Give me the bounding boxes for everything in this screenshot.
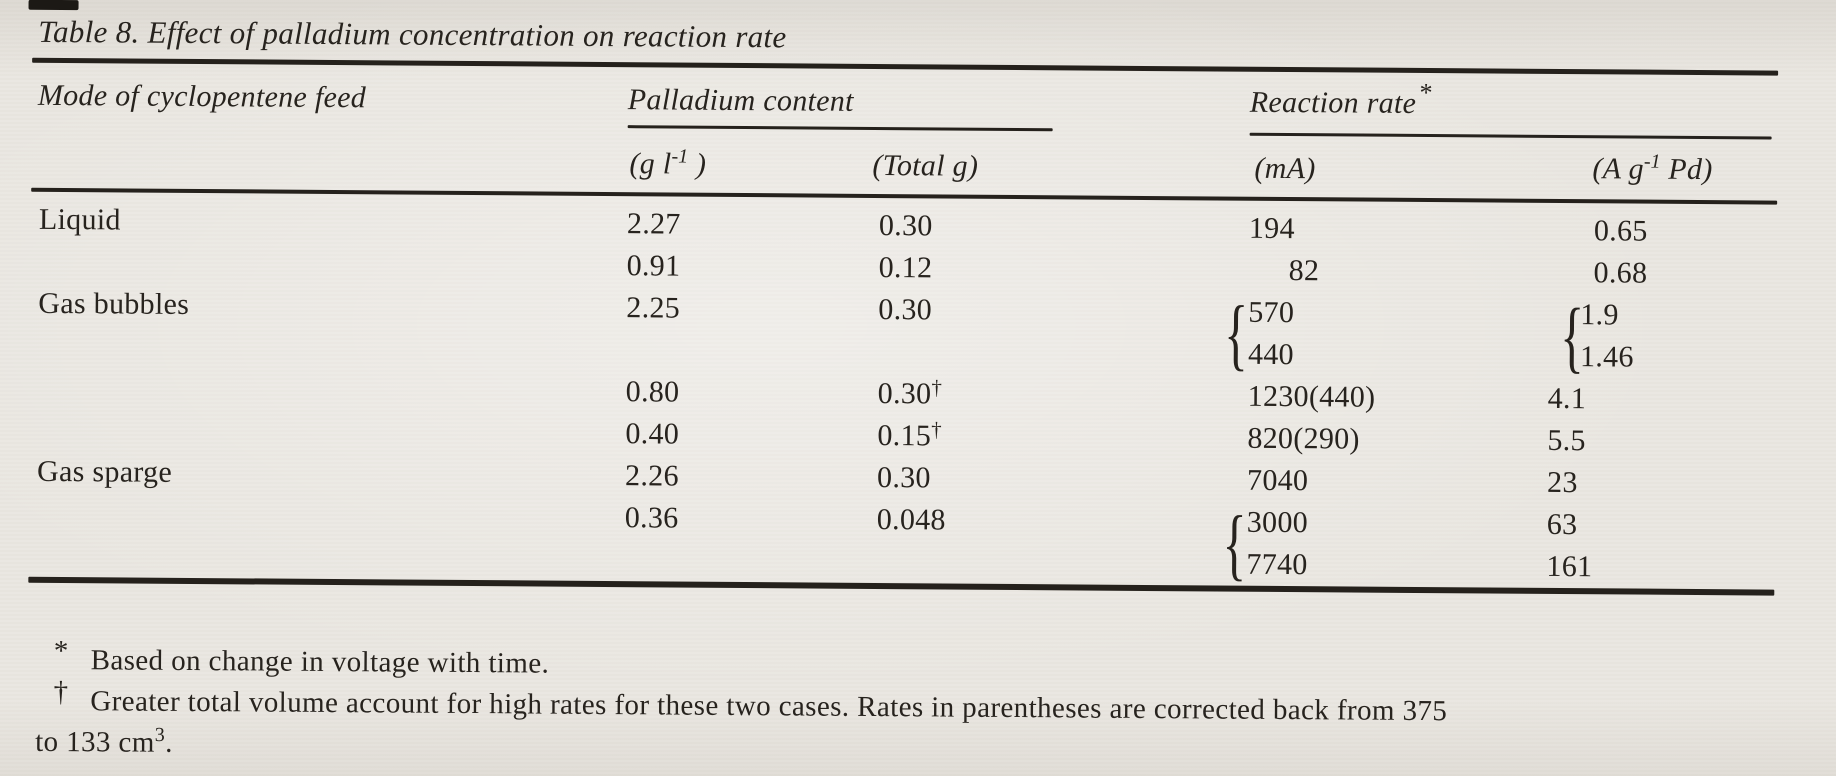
cell-rate-ma: 194	[1248, 211, 1295, 246]
cell-total-g: 0.048	[876, 502, 946, 537]
cell-g-per-l: 0.36	[624, 501, 679, 535]
footnote-dagger-line1: Greater total volume account for high ra…	[90, 685, 1448, 728]
rule-palladium-group	[627, 125, 1053, 132]
cell-mode: Gas bubbles	[38, 286, 190, 321]
cell-total-g: 0.30†	[877, 375, 943, 411]
cell-rate-a-per-g-pd: 4.1	[1547, 381, 1587, 416]
column-group-palladium-content: Palladium content	[627, 83, 854, 118]
superscript-exponent: 3	[154, 724, 166, 747]
cell-rate-ma: 7040	[1246, 463, 1309, 498]
cell-mode	[37, 409, 625, 455]
cell-g-per-l: 2.27	[626, 207, 681, 241]
unit-header-total-g: (Total g)	[872, 148, 979, 183]
cell-rate-a-per-g-pd: 0.65	[1593, 214, 1648, 248]
rule-top	[32, 57, 1779, 76]
cell-mode	[38, 325, 626, 371]
cell-rate-ma: 570{	[1223, 290, 1295, 379]
cell-total-g: 0.30	[876, 461, 931, 495]
cell-total-g: 0.12	[878, 251, 933, 285]
cell-g-per-l	[624, 539, 876, 583]
cell-rate-a-per-g-pd: 0.68	[1593, 256, 1648, 290]
cell-rate-a-per-g-pd: 23	[1546, 465, 1578, 500]
cell-rate-ma: 1230(440)	[1247, 379, 1376, 414]
cell-total-g: 0.15†	[877, 417, 943, 453]
cell-rate-a-per-g-pd: 1.46	[1579, 340, 1634, 374]
cell-mode	[39, 241, 627, 287]
unit-header-ma: (mA)	[1254, 151, 1316, 186]
unit-header-a-per-g-pd: (A g-1 Pd)	[1592, 150, 1713, 187]
cell-mode	[36, 535, 624, 581]
superscript-exponent: -1	[1643, 150, 1661, 173]
cell-total-g: 0.30	[878, 293, 933, 327]
cell-g-per-l	[626, 329, 878, 373]
cell-rate-ma: 82	[1288, 254, 1320, 288]
cell-g-per-l: 0.91	[626, 249, 681, 283]
asterisk-footnote-mark: *	[1418, 77, 1432, 108]
scan-artifact	[28, 0, 79, 11]
footnotes: * Based on change in voltage with time. †…	[35, 635, 1736, 775]
table-title: Table 8. Effect of palladium concentrati…	[38, 13, 787, 55]
reaction-rate-label: Reaction rate	[1249, 85, 1417, 120]
column-group-reaction-rate: Reaction rate*	[1249, 78, 1432, 123]
cell-rate-a-per-g-pd: 5.5	[1547, 423, 1586, 458]
table-body: Liquid 2.27 0.30 194 0.65 0.91 0.12 82 0…	[36, 199, 1779, 590]
cell-mode	[38, 367, 626, 413]
cell-g-per-l: 2.25	[626, 291, 681, 325]
cell-rate-ma: 3000{	[1222, 500, 1309, 589]
cell-rate-a-per-g-pd: 63	[1546, 507, 1578, 542]
dagger-footnote-mark: †	[931, 375, 943, 400]
footnote-asterisk-text: Based on change in voltage with time.	[90, 644, 550, 680]
cell-rate-ma: 7740	[1246, 547, 1308, 582]
cell-mode: Liquid	[38, 202, 121, 237]
cell-g-per-l: 0.40	[625, 417, 680, 451]
dagger-footnote-mark: †	[53, 675, 69, 709]
rule-reaction-group	[1249, 132, 1772, 140]
cell-g-per-l: 0.80	[625, 375, 680, 409]
cell-rate-ma: 820(290)	[1247, 421, 1360, 456]
footnote-dagger-line2: to 133 cm	[35, 725, 155, 759]
cell-mode: Gas sparge	[37, 454, 173, 489]
cell-rate-a-per-g-pd: 1.9{	[1559, 293, 1619, 382]
column-header-mode: Mode of cyclopentene feed	[37, 78, 367, 115]
unit-header-g-per-l: (g l-1 )	[629, 145, 707, 181]
superscript-exponent: -1	[671, 145, 689, 168]
cell-g-per-l: 2.26	[624, 459, 679, 493]
cell-total-g: 0.30	[878, 209, 933, 243]
cell-rate-a-per-g-pd: 161	[1546, 549, 1593, 584]
cell-total-g	[878, 331, 1248, 376]
cell-rate-ma: 440	[1247, 337, 1295, 372]
cell-mode	[37, 493, 625, 539]
asterisk-footnote-mark: *	[53, 634, 69, 668]
cell-total-g	[876, 541, 1246, 586]
dagger-footnote-mark: †	[931, 417, 943, 442]
footnote-dagger: † Greater total volume account for high r…	[35, 676, 1736, 775]
